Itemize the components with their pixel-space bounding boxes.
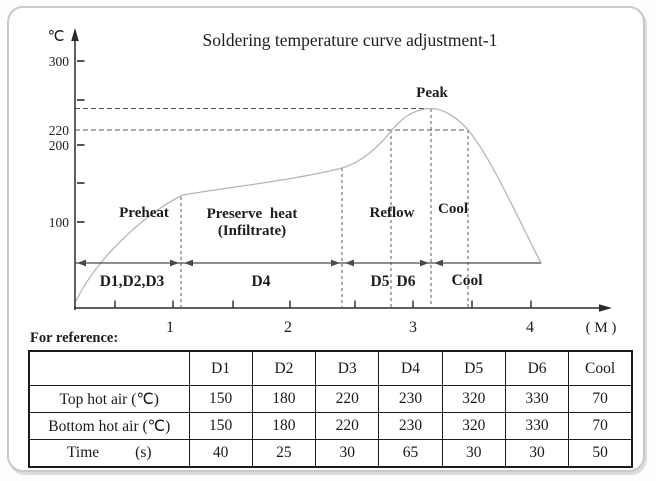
cell-value: 65 [378,439,443,468]
table-row-top-hot-air: Top hot air (℃) 150 180 220 230 320 330 … [28,385,633,413]
time-unit: (s) [135,444,152,461]
header-cell-d5: D5 [441,350,506,386]
header-cell-cool: Cool [568,350,633,386]
y-axis-unit: ℃ [48,29,65,45]
y-tick-label-220: 220 [49,123,70,138]
cell-value: 220 [315,385,380,413]
phase-label-infiltrate: (Infiltrate) [218,223,286,239]
header-cell-empty [28,350,190,386]
time-label: Time [66,444,100,461]
cell-value: 320 [441,385,506,413]
row-label: Time (s) [28,439,190,468]
row-label: Top hot air (℃) [28,385,190,413]
phase-label-cool: Cool [438,201,468,217]
section-span-line [75,259,541,267]
cell-value: 150 [188,412,253,440]
peak-annotation: Peak [416,85,448,101]
header-cell-d1: D1 [188,350,253,386]
cell-value: 230 [378,412,443,440]
phase-label-preheat: Preheat [119,205,169,221]
cell-value: 220 [315,412,380,440]
cell-value: 180 [251,412,317,440]
header-cell-d3: D3 [315,350,380,386]
span-arrowhead [77,259,86,267]
y-tick-label-100: 100 [49,215,70,230]
header-cell-d2: D2 [251,350,317,386]
cell-value: 30 [504,439,570,468]
y-axis-labels: 300 220 200 100 [49,54,70,230]
x-axis [74,300,612,312]
cell-value: 70 [568,412,633,440]
cell-value: 50 [568,439,633,468]
cell-value: 150 [188,385,253,413]
span-arrowhead [345,259,354,267]
chart-title: Soldering temperature curve adjustment-1 [203,30,498,50]
cell-value: 230 [378,385,443,413]
span-arrowhead [170,259,179,267]
table-row-bottom-hot-air: Bottom hot air (℃) 150 180 220 230 320 3… [28,412,633,440]
cell-value: 25 [251,439,317,468]
phase-labels: Preheat Preserve heat (Infiltrate) Reflo… [119,201,468,239]
table-header-row: D1 D2 D3 D4 D5 D6 Cool [28,350,633,386]
table-row-time: Time (s) 40 25 30 65 30 30 50 [28,439,633,468]
cell-value: 180 [251,385,317,413]
y-axis-arrowhead [71,28,79,41]
header-cell-d4: D4 [378,350,443,386]
y-axis [71,28,85,310]
x-tick-label-4: 4 [526,319,534,336]
span-arrowhead [434,259,443,267]
section-label-cool: Cool [452,272,484,289]
cell-value: 320 [441,412,506,440]
span-arrowhead [420,259,429,267]
phase-label-reflow: Reflow [370,205,415,221]
y-tick-label-300: 300 [49,54,70,69]
y-tick-label-200: 200 [49,138,70,153]
x-tick-label-1: 1 [166,319,174,336]
y-axis-ticks [77,60,85,223]
cell-value: 40 [188,439,253,468]
x-axis-unit: ( M ) [586,320,617,336]
phase-boundary-lines [180,109,469,307]
cell-value: 330 [504,385,570,413]
section-label-d5: D5 [371,273,390,290]
phase-label-preserve-heat: Preserve heat [207,206,298,222]
x-axis-ticks [114,300,532,308]
section-label-d4: D4 [252,273,271,290]
row-label: Bottom hot air (℃) [28,412,190,440]
x-axis-labels: 1 2 3 4 ( M ) [166,319,616,336]
section-label-d1d2d3: D1,D2,D3 [100,273,165,290]
header-cell-d6: D6 [504,350,570,386]
cell-value: 70 [568,385,633,413]
reference-table: D1 D2 D3 D4 D5 D6 Cool Top hot air (℃) 1… [28,350,633,468]
section-labels: D1,D2,D3 D4 D5 D6 Cool [100,272,483,290]
cell-value: 330 [504,412,570,440]
span-arrowhead [331,259,340,267]
section-label-d6: D6 [397,273,416,290]
for-reference-label: For reference: [30,330,118,346]
cell-value: 30 [441,439,506,468]
span-arrowhead [184,259,193,267]
soldering-curve-chart: Soldering temperature curve adjustment-1… [30,28,616,346]
x-tick-label-2: 2 [284,319,292,336]
temperature-curve [75,107,542,302]
cell-value: 30 [315,439,380,468]
x-tick-label-3: 3 [409,319,417,336]
x-axis-arrowhead [599,304,612,312]
